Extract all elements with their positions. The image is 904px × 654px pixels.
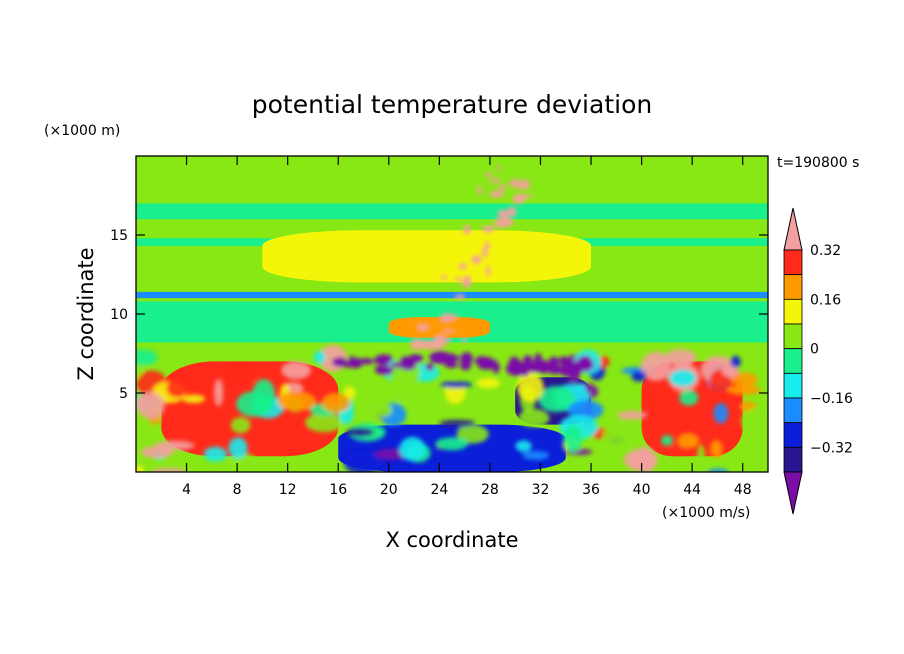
- x-tick-label: 28: [481, 482, 499, 498]
- field-blue-band-11: [136, 291, 768, 299]
- colorbar-tick-label: −0.16: [810, 391, 853, 407]
- x-axis: 4 8 12 16 20 24 28 32 36 40 44 48: [182, 156, 752, 498]
- colorbar-swatch: [783, 397, 803, 424]
- colorbar-swatch: [783, 323, 803, 350]
- x-tick-label: 40: [633, 482, 651, 498]
- colorbar-swatch: [783, 274, 803, 300]
- colorbar-swatch: [783, 422, 803, 448]
- colorbar-swatch: [783, 446, 803, 473]
- x-tick-label: 8: [233, 482, 242, 498]
- colorbar-bottom-arrow: [783, 471, 803, 515]
- x-tick-label: 48: [734, 482, 752, 498]
- y-axis: 5 10 15: [110, 228, 768, 402]
- colorbar-swatch: [783, 372, 803, 399]
- field-yellow-core: [388, 317, 490, 338]
- x-tick-label: 32: [532, 482, 550, 498]
- chart-title: potential temperature deviation: [252, 90, 652, 119]
- colorbar-swatch: [783, 348, 803, 374]
- x-tick-label: 12: [279, 482, 297, 498]
- colorbar: 0.32 0.16 0 −0.16 −0.32: [783, 207, 853, 515]
- field-lime-layer: [262, 230, 592, 283]
- colorbar-swatch: [783, 249, 803, 276]
- plot-area: [136, 156, 768, 472]
- colorbar-tick-label: 0.16: [810, 292, 841, 308]
- colorbar-tick-label: 0.32: [810, 243, 841, 259]
- field-cyan-band-16.5: [136, 203, 768, 220]
- colorbar-swatch: [783, 298, 803, 325]
- turbulence-detail: [136, 164, 768, 472]
- x-unit-label: (×1000 m/s): [662, 505, 750, 521]
- x-tick-label: 20: [380, 482, 398, 498]
- x-tick-label: 44: [683, 482, 701, 498]
- colorbar-tick-label: −0.32: [810, 440, 853, 456]
- y-tick-label: 5: [119, 386, 128, 402]
- colorbar-top-arrow: [783, 207, 803, 251]
- x-tick-label: 24: [430, 482, 448, 498]
- x-tick-label: 4: [182, 482, 191, 498]
- time-label: t=190800 s: [777, 155, 859, 171]
- x-axis-label: X coordinate: [385, 528, 518, 552]
- y-unit-label: (×1000 m): [44, 123, 120, 139]
- y-axis-label: Z coordinate: [74, 247, 98, 380]
- x-tick-label: 36: [582, 482, 600, 498]
- y-tick-label: 10: [110, 307, 128, 323]
- colorbar-tick-label: 0: [810, 342, 819, 358]
- x-tick-label: 16: [329, 482, 347, 498]
- y-tick-label: 15: [110, 228, 128, 244]
